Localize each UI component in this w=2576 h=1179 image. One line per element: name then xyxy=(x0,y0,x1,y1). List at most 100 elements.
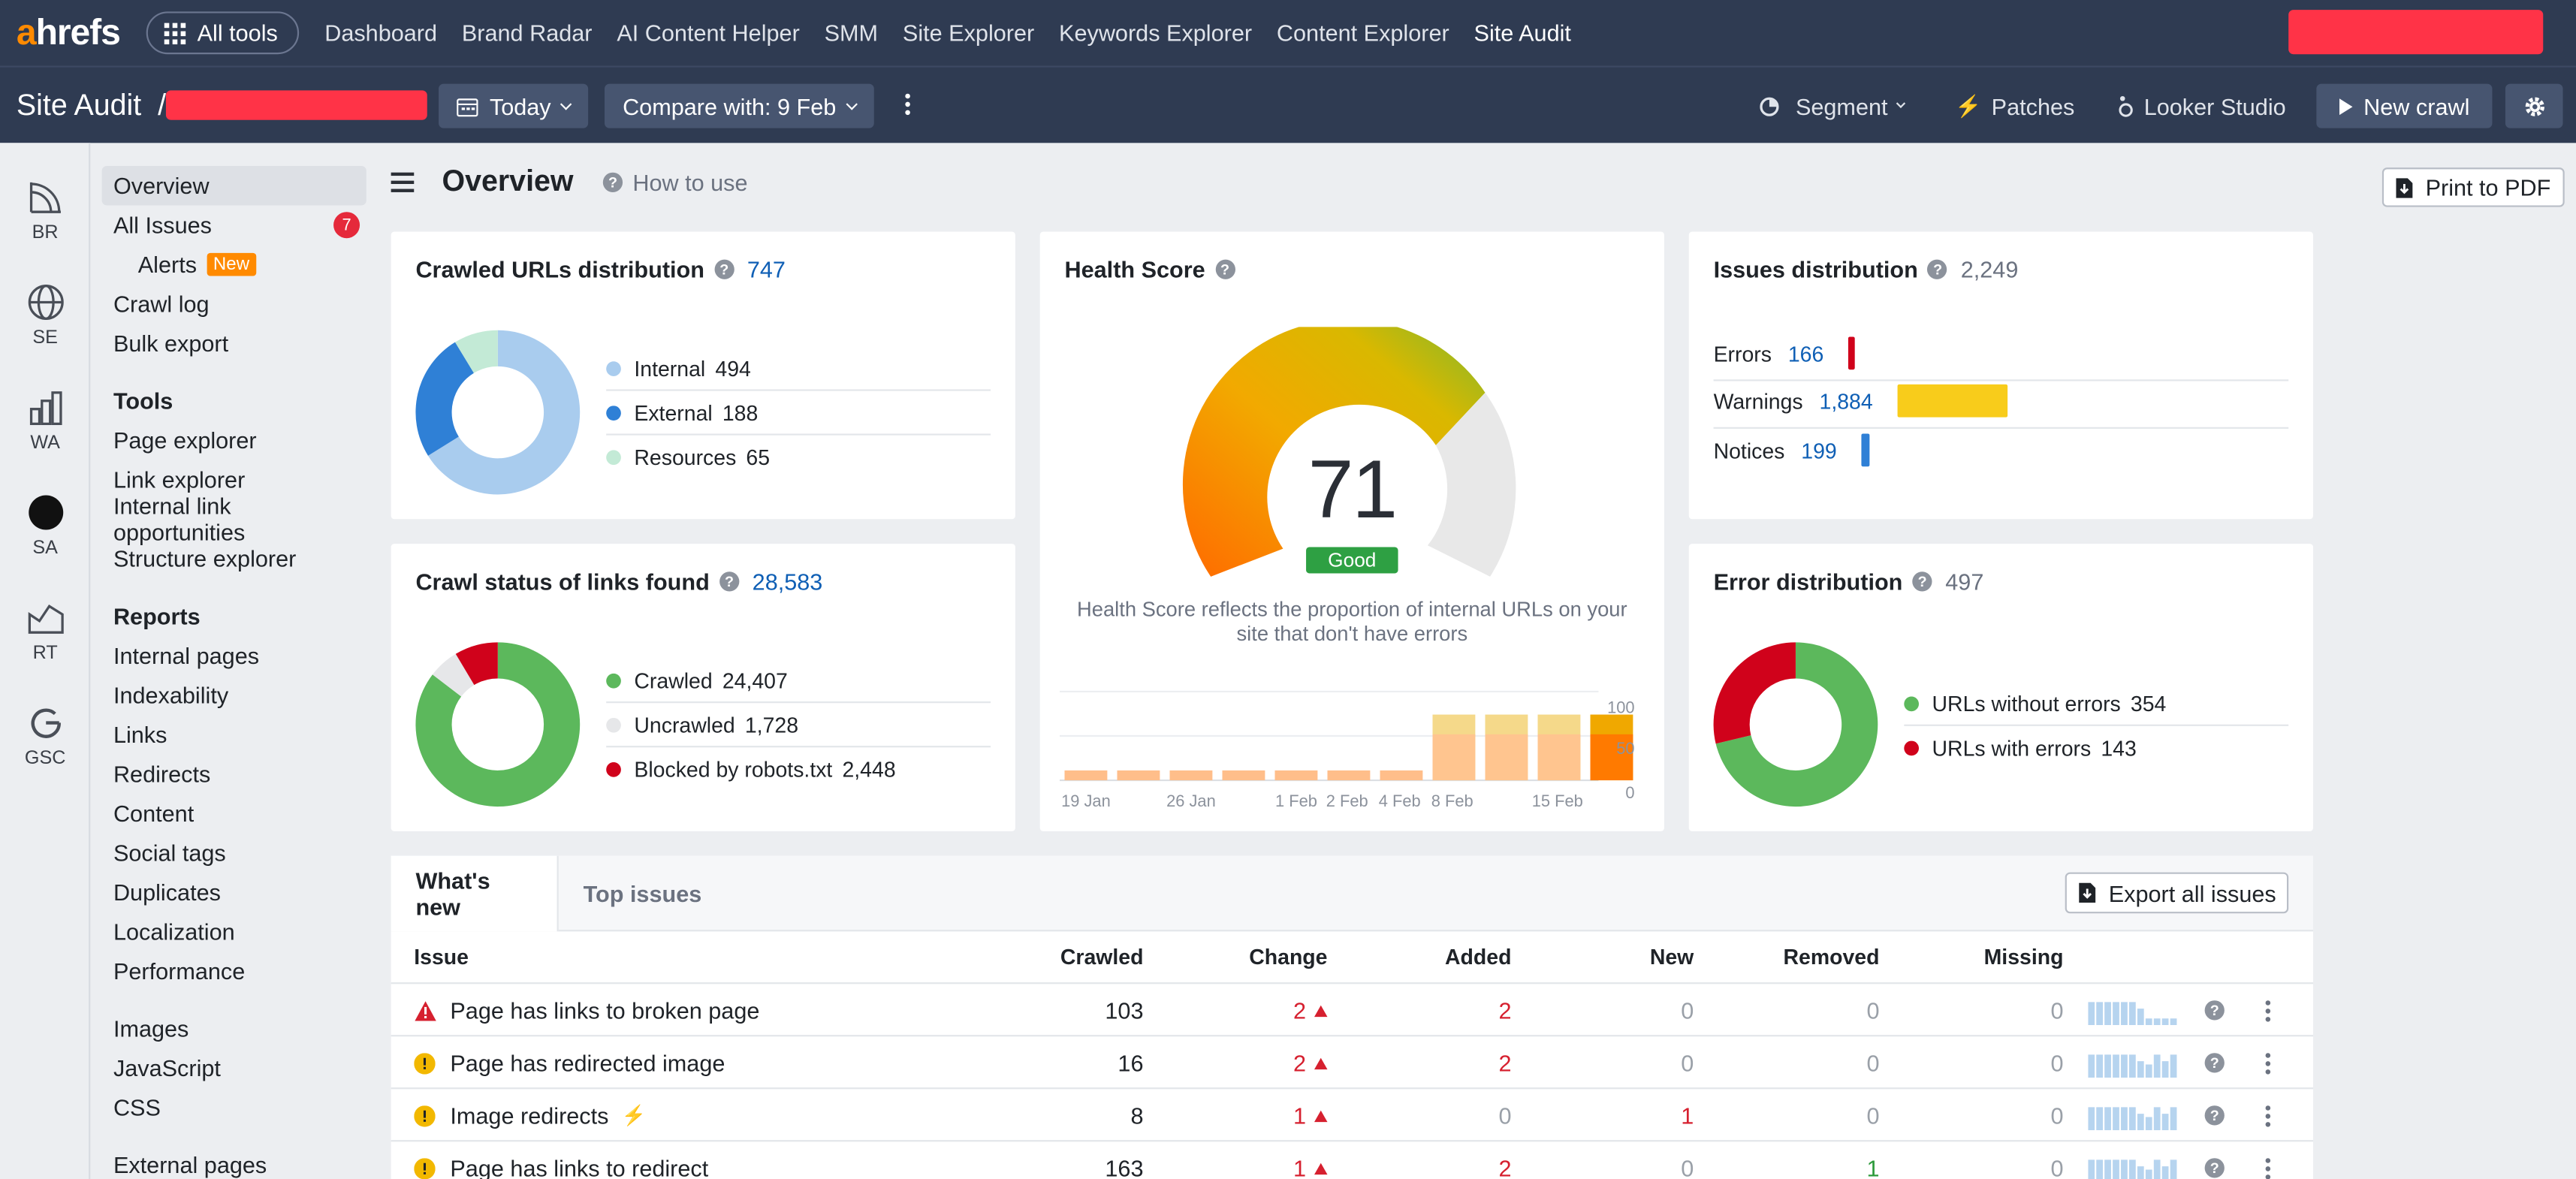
sidebar-item-external-pages[interactable]: External pages xyxy=(113,1151,267,1178)
donut-slice[interactable] xyxy=(1713,642,1796,744)
issue-name[interactable]: Page has links to broken page xyxy=(450,997,760,1024)
help-icon[interactable]: ? xyxy=(1214,259,1235,279)
total-count[interactable]: 747 xyxy=(747,256,786,283)
row-menu-icon[interactable] xyxy=(2265,1105,2271,1126)
sidebar-item-social-tags[interactable]: Social tags xyxy=(113,839,226,866)
change-value[interactable]: 2 xyxy=(1196,984,1328,1036)
health-bar[interactable] xyxy=(1485,734,1528,781)
col-missing[interactable]: Missing xyxy=(1983,944,2064,969)
sidebar-item-images[interactable]: Images xyxy=(113,1015,189,1042)
how-to-use-link[interactable]: ? How to use xyxy=(602,168,748,194)
sidebar-item-content[interactable]: Content xyxy=(113,800,195,827)
help-icon[interactable]: ? xyxy=(2204,1000,2225,1021)
donut-slice[interactable] xyxy=(1715,642,1878,807)
health-bar[interactable] xyxy=(1117,770,1160,781)
donut-slice[interactable] xyxy=(427,330,581,495)
legend-item[interactable]: Crawled 24,407 xyxy=(606,659,991,704)
nav-keywords-explorer[interactable]: Keywords Explorer xyxy=(1059,20,1253,47)
added-value[interactable]: 2 xyxy=(1498,1049,1512,1076)
patches-button[interactable]: ⚡ Patches xyxy=(1955,84,2074,128)
help-icon[interactable]: ? xyxy=(2204,1158,2225,1178)
legend-item[interactable]: Uncrawled 1,728 xyxy=(606,703,991,748)
missing-value[interactable]: 0 xyxy=(2050,997,2064,1024)
help-icon[interactable]: ? xyxy=(719,571,740,592)
row-menu-icon[interactable] xyxy=(2265,1157,2271,1179)
table-row[interactable]: Image redirects ⚡ 8 1 0 1 0 0 ? xyxy=(391,1087,2313,1140)
sidebar-item-links[interactable]: Links xyxy=(113,721,167,748)
menu-icon[interactable] xyxy=(391,171,415,191)
donut-slice[interactable] xyxy=(454,330,498,373)
legend-item[interactable]: Internal 494 xyxy=(606,347,991,391)
rail-web-analytics[interactable]: WA xyxy=(0,387,90,454)
nav-content-explorer[interactable]: Content Explorer xyxy=(1276,20,1449,47)
ahrefs-logo[interactable]: ahrefs xyxy=(16,11,121,53)
issues-row-errors[interactable]: Errors 166 xyxy=(1714,336,1855,370)
export-all-issues-button[interactable]: Export all issues xyxy=(2065,872,2289,914)
help-icon[interactable]: ? xyxy=(1927,259,1948,279)
rail-rank-tracker[interactable]: RT xyxy=(0,598,90,664)
help-icon[interactable]: ? xyxy=(2204,1105,2225,1126)
nav-smm[interactable]: SMM xyxy=(824,20,879,47)
added-value[interactable]: 2 xyxy=(1498,997,1512,1024)
table-row[interactable]: Page has redirected image 16 2 2 0 0 0 ? xyxy=(391,1035,2313,1087)
help-icon[interactable]: ? xyxy=(714,259,734,279)
health-bar[interactable] xyxy=(1432,734,1476,781)
date-dropdown[interactable]: Today xyxy=(439,83,589,128)
legend-item[interactable]: Resources 65 xyxy=(606,436,991,480)
redacted-account[interactable] xyxy=(2288,10,2544,55)
rail-gsc[interactable]: GSC xyxy=(0,703,90,769)
issue-name[interactable]: Page has redirected image xyxy=(450,1049,725,1076)
legend-item[interactable]: External 188 xyxy=(606,391,991,436)
col-new[interactable]: New xyxy=(1649,944,1694,969)
sidebar-item-page-explorer[interactable]: Page explorer xyxy=(113,427,257,454)
legend-item[interactable]: Blocked by robots.txt 2,448 xyxy=(606,747,991,792)
missing-value[interactable]: 0 xyxy=(2050,1049,2064,1076)
donut-slice[interactable] xyxy=(455,642,498,686)
sidebar-item-duplicates[interactable]: Duplicates xyxy=(113,879,221,906)
missing-value[interactable]: 0 xyxy=(2050,1154,2064,1179)
crawled-value[interactable]: 16 xyxy=(1118,1049,1144,1076)
issues-row-warnings[interactable]: Warnings 1,884 xyxy=(1714,384,2008,418)
issue-name[interactable]: Page has links to redirect xyxy=(450,1154,709,1179)
sidebar-item-indexability[interactable]: Indexability xyxy=(113,681,229,708)
row-menu-icon[interactable] xyxy=(2265,1052,2271,1074)
col-added[interactable]: Added xyxy=(1445,944,1512,969)
redacted-project-name[interactable] xyxy=(165,90,427,120)
tab-top-issues[interactable]: Top issues xyxy=(583,880,702,907)
donut-slice[interactable] xyxy=(415,342,474,456)
settings-button[interactable] xyxy=(2505,83,2563,128)
change-value[interactable]: 1 xyxy=(1196,1089,1328,1141)
more-options-icon[interactable] xyxy=(905,93,910,116)
nav-site-explorer[interactable]: Site Explorer xyxy=(902,20,1035,47)
print-to-pdf-button[interactable]: Print to PDF xyxy=(2381,167,2565,207)
rail-brand-radar[interactable]: BR xyxy=(0,177,90,243)
change-value[interactable]: 2 xyxy=(1196,1036,1328,1089)
nav-ai-content-helper[interactable]: AI Content Helper xyxy=(617,20,800,47)
removed-value[interactable]: 1 xyxy=(1866,1154,1880,1179)
sidebar-item-structure-explorer[interactable]: Structure explorer xyxy=(113,545,297,572)
sidebar-item-all-issues[interactable]: All Issues 7 xyxy=(102,205,366,245)
sidebar-item-css[interactable]: CSS xyxy=(113,1093,161,1120)
sidebar-item-redirects[interactable]: Redirects xyxy=(113,760,211,787)
sidebar-item-performance[interactable]: Performance xyxy=(113,957,246,985)
sidebar-item-bulk-export[interactable]: Bulk export xyxy=(113,330,229,357)
removed-value[interactable]: 0 xyxy=(1866,1049,1880,1076)
compare-dropdown[interactable]: Compare with: 9 Feb xyxy=(605,83,874,128)
help-icon[interactable]: ? xyxy=(2204,1053,2225,1073)
table-row[interactable]: Page has links to redirect 163 1 2 0 1 0… xyxy=(391,1140,2313,1179)
help-icon[interactable]: ? xyxy=(1912,571,1932,592)
rail-site-explorer[interactable]: SE xyxy=(0,282,90,348)
health-bar[interactable] xyxy=(1064,770,1108,781)
nav-brand-radar[interactable]: Brand Radar xyxy=(461,20,593,47)
sidebar-item-internal-link-opportunities[interactable]: Internal link opportunities xyxy=(113,493,246,546)
health-bar[interactable] xyxy=(1169,770,1213,781)
added-value[interactable]: 0 xyxy=(1498,1102,1512,1129)
total-count[interactable]: 28,583 xyxy=(752,568,823,595)
crawled-value[interactable]: 103 xyxy=(1105,997,1144,1024)
health-bar[interactable] xyxy=(1222,770,1265,781)
sidebar-item-localization[interactable]: Localization xyxy=(113,918,235,945)
change-value[interactable]: 1 xyxy=(1196,1141,1328,1179)
col-change[interactable]: Change xyxy=(1249,944,1328,969)
donut-slice[interactable] xyxy=(432,653,475,697)
issues-row-notices[interactable]: Notices 199 xyxy=(1714,433,1870,467)
